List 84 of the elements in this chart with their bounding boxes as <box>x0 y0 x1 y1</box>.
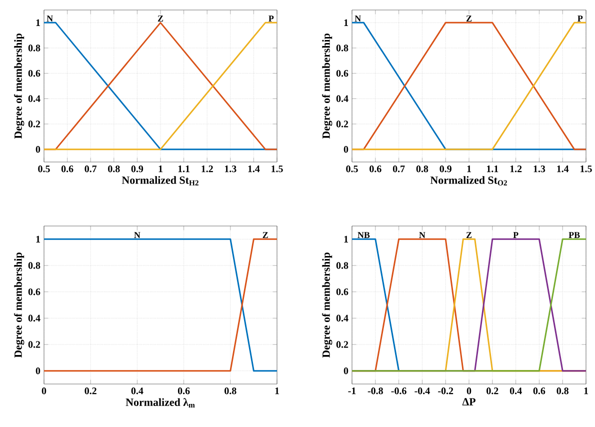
y-tick-label: 0.4 <box>28 95 40 102</box>
x-tick-label: -0.4 <box>414 388 430 394</box>
series-label: N <box>419 232 426 238</box>
series-label: N <box>354 16 361 22</box>
series-label: P <box>513 232 518 238</box>
y-axis-title: Degree of membership <box>322 34 332 139</box>
y-tick-label: 0.6 <box>28 70 40 77</box>
y-tick-label: 0.4 <box>28 314 40 322</box>
y-tick-label: 0.2 <box>336 120 348 128</box>
x-tick-label: 0.5 <box>346 166 358 172</box>
y-tick-label: 0.6 <box>336 70 348 77</box>
y-tick-label: 0.2 <box>28 120 40 128</box>
series-label: PB <box>568 232 580 238</box>
y-tick-label: 0.4 <box>336 314 348 322</box>
x-tick-label: 0.2 <box>486 388 498 394</box>
y-tick-label: 1 <box>344 236 348 242</box>
y-axis-title: Degree of membership <box>14 252 24 358</box>
x-tick-label: 0.8 <box>556 388 569 394</box>
series-label: Z <box>262 232 268 238</box>
y-tick-label: 0.6 <box>336 288 348 296</box>
x-tick-label: -1 <box>348 388 356 394</box>
x-tick-label: 0.8 <box>224 388 236 394</box>
x-tick-label: 0.9 <box>131 166 144 172</box>
y-axis-title: Degree of membership <box>322 252 332 358</box>
x-tick-label: 0.2 <box>84 388 96 394</box>
x-tick-label: 1.1 <box>178 166 190 172</box>
x-tick-label: 0.5 <box>38 166 50 172</box>
y-tick-label: 0 <box>36 146 40 153</box>
x-tick-label: 1.3 <box>224 166 236 172</box>
y-tick-label: 0.8 <box>28 44 40 52</box>
x-tick-label: 0.4 <box>510 388 522 394</box>
y-tick-label: 1 <box>36 236 40 242</box>
x-axis-title: ΔP <box>462 398 476 406</box>
x-tick-label: 0.6 <box>370 166 382 172</box>
y-tick-label: 1 <box>344 19 348 26</box>
x-tick-label: 0.6 <box>533 388 546 394</box>
y-tick-label: 0.8 <box>28 262 40 269</box>
y-tick-label: 0 <box>36 367 40 374</box>
x-axis-title: Normalized St$_{O2}$ <box>430 176 507 186</box>
series-label: N <box>46 16 53 22</box>
x-axis-title: Normalized St$_{H2}$ <box>122 176 198 186</box>
x-tick-label: 0.6 <box>178 388 190 394</box>
x-tick-label: -0.6 <box>391 388 406 394</box>
x-tick-label: 1.5 <box>580 166 592 172</box>
x-tick-label: 0.8 <box>108 166 120 172</box>
x-tick-label: 0.6 <box>61 166 74 172</box>
series-label: NB <box>358 232 370 238</box>
x-tick-label: 1.4 <box>557 166 569 172</box>
x-tick-label: 1 <box>275 388 279 394</box>
x-tick-label: -0.2 <box>438 388 454 394</box>
x-tick-label: 1.2 <box>202 166 213 172</box>
x-tick-label: 0 <box>42 388 46 394</box>
series-label: P <box>578 16 583 22</box>
x-tick-label: 0 <box>466 388 472 394</box>
x-tick-label: 1.2 <box>510 166 522 172</box>
x-tick-label: 0.8 <box>416 166 428 172</box>
x-tick-label: 1 <box>467 166 471 172</box>
series-label: Z <box>466 232 472 238</box>
y-tick-label: 0 <box>344 367 348 374</box>
series-label: N <box>134 232 140 238</box>
series-label: Z <box>466 16 472 22</box>
x-tick-label: -0.8 <box>368 388 383 394</box>
x-tick-label: 0.7 <box>84 166 97 172</box>
x-tick-label: 1.3 <box>534 166 546 172</box>
x-tick-label: 1 <box>584 388 588 394</box>
y-tick-label: 0 <box>344 146 348 153</box>
y-tick-label: 0.8 <box>336 262 348 269</box>
x-axis-title: Normalized λ$_{m}$ <box>126 398 195 408</box>
y-tick-label: 0.2 <box>28 341 40 348</box>
x-tick-label: 1 <box>158 166 162 172</box>
series-label: Z <box>158 16 164 22</box>
y-axis-title: Degree of membership <box>14 34 24 139</box>
x-tick-label: 0.4 <box>131 388 144 394</box>
y-tick-label: 1 <box>36 19 40 26</box>
series-label: P <box>268 16 274 22</box>
y-tick-label: 0.2 <box>336 341 348 348</box>
x-tick-label: 0.7 <box>392 166 405 172</box>
y-tick-label: 0.8 <box>336 44 348 52</box>
x-tick-label: 1.5 <box>272 166 283 172</box>
y-tick-label: 0.6 <box>28 288 40 296</box>
y-tick-label: 0.4 <box>336 95 348 102</box>
x-tick-label: 1.1 <box>486 166 498 172</box>
x-tick-label: 1.4 <box>248 166 260 172</box>
x-tick-label: 0.9 <box>440 166 452 172</box>
